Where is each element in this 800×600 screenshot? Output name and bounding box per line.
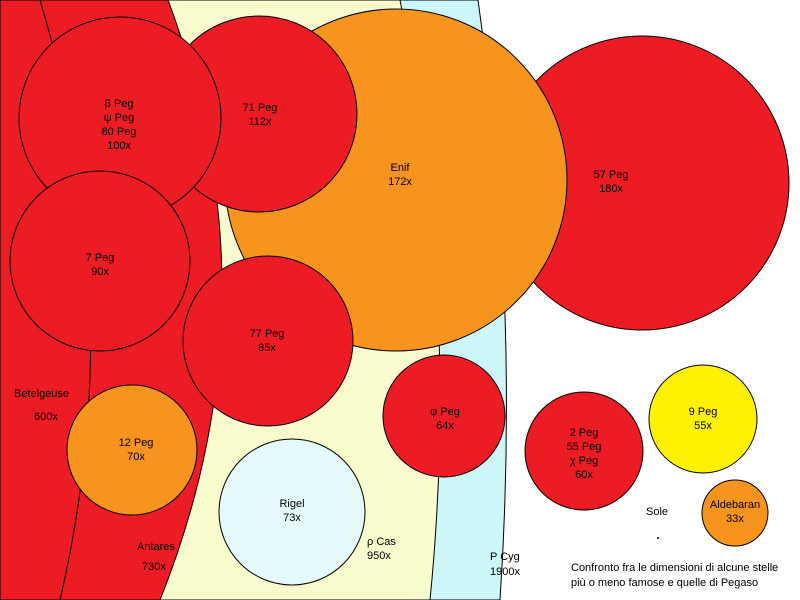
sun-dot (657, 537, 659, 539)
star-57-peg-label: 57 Peg 180x (594, 169, 629, 195)
star-size-value: 73x (283, 512, 301, 524)
star-name-line: 80 Peg (102, 126, 137, 138)
p-cyg-size: 1900x (490, 566, 520, 578)
star-name-line: χ Peg (570, 455, 598, 467)
star-size-value: 55x (694, 420, 712, 432)
rho-cas-name: ρ Cas (367, 536, 396, 548)
star-phi-peg-circle (382, 354, 506, 478)
star-name-line: Enif (391, 162, 411, 174)
star-12-peg-label: 12 Peg 70x (119, 437, 154, 463)
star-size-value: 112x (248, 116, 272, 128)
star-aldebaran-label: Aldebaran 33x (710, 499, 760, 525)
star-size-value: 70x (127, 451, 145, 463)
star-name-line: 9 Peg (689, 406, 718, 418)
star-77-peg-label: 77 Peg 85x (250, 328, 285, 354)
antares-name: Antares (137, 541, 175, 553)
star-size-value: 64x (436, 420, 454, 432)
caption-line-2: più o meno famose e quelle di Pegaso (571, 577, 758, 589)
star-size-value: 33x (726, 513, 744, 525)
star-size-value: 60x (575, 469, 593, 481)
star-7-peg-label: 7 Peg 90x (86, 252, 115, 278)
star-size-value: 90x (91, 266, 109, 278)
star-name-line: φ Peg (430, 406, 460, 418)
star-name-line: Rigel (279, 498, 304, 510)
star-2-peg-label: 2 Peg 55 Peg χ Peg 60x (567, 427, 602, 481)
star-name-line: ψ Peg (104, 112, 134, 124)
rho-cas-size: 950x (367, 550, 391, 562)
star-rigel-circle (218, 438, 366, 586)
star-name-line: 71 Peg (243, 102, 278, 114)
star-12-peg-circle (66, 384, 198, 516)
star-name-line: β Peg (105, 98, 134, 110)
star-name-line: 7 Peg (86, 252, 115, 264)
star-9-peg-label: 9 Peg 55x (689, 406, 718, 432)
star-size-value: 180x (599, 183, 623, 195)
star-size-value: 100x (107, 140, 131, 152)
star-71-peg-label: 71 Peg 112x (243, 102, 278, 128)
betelgeuse-name: Betelgeuse (14, 388, 69, 400)
star-size-value: 85x (258, 342, 276, 354)
betelgeuse-size: 600x (34, 411, 58, 423)
star-size-value: 172x (388, 176, 412, 188)
star-7-peg-circle (9, 170, 191, 352)
p-cyg-name: P Cyg (490, 551, 520, 563)
star-aldebaran-circle (701, 479, 769, 547)
star-name-line: 12 Peg (119, 437, 154, 449)
star-name-line: 77 Peg (250, 328, 285, 340)
star-enif-label: Enif 172x (388, 162, 412, 188)
star-2-peg-circle (524, 391, 644, 511)
sun-label: Sole (646, 506, 668, 518)
antares-size: 730x (142, 561, 166, 573)
star-name-line: 57 Peg (594, 169, 629, 181)
star-name-line: 2 Peg (570, 427, 599, 439)
star-beta-peg-label: β Peg ψ Peg 80 Peg 100x (102, 98, 137, 152)
star-9-peg-circle (648, 364, 758, 474)
star-name-line: 55 Peg (567, 441, 602, 453)
star-77-peg-circle (182, 255, 354, 427)
caption-line-1: Confronto fra le dimensioni di alcune st… (571, 562, 778, 574)
star-phi-peg-label: φ Peg 64x (430, 406, 460, 432)
star-rigel-label: Rigel 73x (279, 498, 304, 524)
star-name-line: Aldebaran (710, 499, 760, 511)
